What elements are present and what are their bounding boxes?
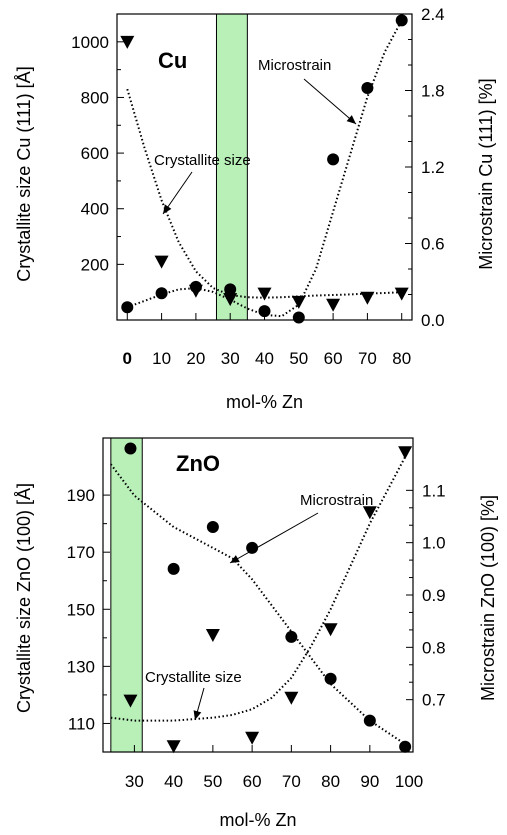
x-tick-label: 70	[282, 772, 301, 791]
y-tick-label: 200	[81, 255, 109, 274]
microstrain-point	[246, 541, 259, 554]
y2-axis-title: Microstrain Cu (111) [%]	[476, 78, 496, 269]
microstrain-point	[363, 714, 376, 727]
microstrain-point	[324, 672, 337, 685]
crystallite-size-point	[166, 740, 181, 754]
y-axis-title: Crystallite size ZnO (100) [Å]	[14, 483, 34, 713]
microstrain-point	[206, 520, 219, 533]
highlight-band	[215, 13, 248, 321]
crystallite-size-point	[362, 506, 377, 520]
crystallite-annotation: Crystallite size	[154, 152, 251, 169]
microstrain-arrow	[303, 78, 357, 125]
x-tick-label: 10	[152, 349, 171, 368]
x-tick-label: 60	[243, 772, 262, 791]
x-tick-label: 100	[395, 772, 423, 791]
microstrain-point	[258, 305, 271, 318]
crystallite-size-point	[398, 446, 413, 460]
microstrain-point	[155, 287, 168, 300]
x-tick-label: 20	[186, 349, 205, 368]
y-tick-label: 170	[67, 543, 95, 562]
x-tick-label: 90	[360, 772, 379, 791]
chart-panel-zno: 30 40 50 60 70 80 90 100 110 130 150 170 190 0.7 0.8 0.…	[14, 437, 498, 830]
x-tick-label: 60	[324, 349, 343, 368]
y2-tick-label: 1.8	[421, 82, 445, 101]
crystallite-size-point	[205, 628, 220, 642]
crystallite-fit-curve	[126, 88, 402, 299]
y-tick-label: 1000	[71, 33, 109, 52]
y2-tick-label: 0.6	[421, 235, 445, 254]
crystallite-size-point	[257, 287, 272, 301]
crystallite-size-point	[323, 623, 338, 637]
y2-tick-label: 0.0	[421, 311, 445, 330]
chart-panel-cu: 0 10 20 30 40 50 60 70 80 200 400 600 800 1000 0.0 0.6 1…	[14, 5, 496, 412]
x-tick-label: 70	[358, 349, 377, 368]
x-tick-label: 0	[123, 349, 132, 368]
x-tick-label: 50	[203, 772, 222, 791]
x-tick-label: 50	[289, 349, 308, 368]
microstrain-fit-curve	[126, 19, 403, 318]
crystallite-size-point	[291, 295, 306, 309]
crystallite-size-point	[154, 255, 169, 269]
x-tick-label: 80	[321, 772, 340, 791]
microstrain-point	[285, 630, 298, 643]
microstrain-point	[224, 283, 237, 296]
microstrain-fit-curve	[110, 463, 410, 748]
crystallite-size-point	[120, 35, 135, 49]
crystallite-size-point	[326, 298, 341, 312]
y2-tick-label: 0.8	[422, 638, 446, 657]
x-tick-label: 40	[164, 772, 183, 791]
highlight-band	[110, 437, 143, 753]
y-tick-label: 110	[68, 714, 95, 733]
y2-axis-title: Microstrain ZnO (100) [%]	[478, 495, 498, 701]
crystallite-size-point	[223, 293, 238, 307]
microstrain-point	[124, 442, 137, 455]
y-tick-label: 600	[81, 144, 109, 163]
crystallite-arrow-head	[163, 204, 172, 214]
x-tick-label: 80	[392, 349, 411, 368]
microstrain-annotation: Microstrain	[258, 57, 331, 74]
microstrain-arrow-head	[230, 555, 240, 563]
panel-label: Cu	[158, 48, 187, 73]
y2-tick-label: 1.0	[422, 534, 446, 553]
crystallite-arrow-head	[193, 710, 202, 720]
x-axis-title: mol-% Zn	[226, 392, 303, 412]
microstrain-point	[399, 740, 412, 753]
x-tick-label: 30	[125, 772, 144, 791]
y2-tick-label: 0.7	[422, 691, 446, 710]
microstrain-point	[292, 311, 305, 324]
y-tick-label: 130	[67, 657, 95, 676]
y-axis-title: Crystallite size Cu (111) [Å]	[14, 66, 34, 281]
microstrain-point	[121, 301, 134, 314]
microstrain-arrow	[229, 512, 319, 564]
panel-label: ZnO	[176, 451, 220, 476]
microstrain-annotation: Microstrain	[300, 492, 373, 509]
microstrain-point	[189, 280, 202, 293]
y-tick-label: 190	[67, 486, 95, 505]
x-tick-label: 30	[221, 349, 240, 368]
microstrain-point	[395, 14, 408, 27]
crystallite-size-point	[123, 694, 138, 708]
y2-tick-label: 1.2	[421, 158, 445, 177]
crystallite-annotation: Crystallite size	[145, 669, 242, 686]
crystallite-size-point	[245, 731, 260, 745]
plot-frame	[102, 437, 414, 753]
microstrain-point	[167, 562, 180, 575]
y2-tick-label: 1.1	[422, 481, 446, 500]
microstrain-point	[361, 81, 374, 94]
crystallite-size-point	[284, 691, 299, 705]
y2-tick-label: 0.9	[422, 586, 446, 605]
x-axis-title: mol-% Zn	[219, 810, 296, 830]
y-tick-label: 800	[81, 88, 109, 107]
microstrain-point	[327, 153, 340, 166]
microstrain-arrow-head	[346, 115, 356, 124]
y-tick-label: 150	[67, 600, 95, 619]
y2-tick-label: 2.4	[421, 5, 445, 24]
crystallite-size-point	[394, 287, 409, 301]
y-tick-label: 400	[81, 200, 109, 219]
crystallite-size-point	[360, 291, 375, 305]
x-tick-label: 40	[255, 349, 274, 368]
